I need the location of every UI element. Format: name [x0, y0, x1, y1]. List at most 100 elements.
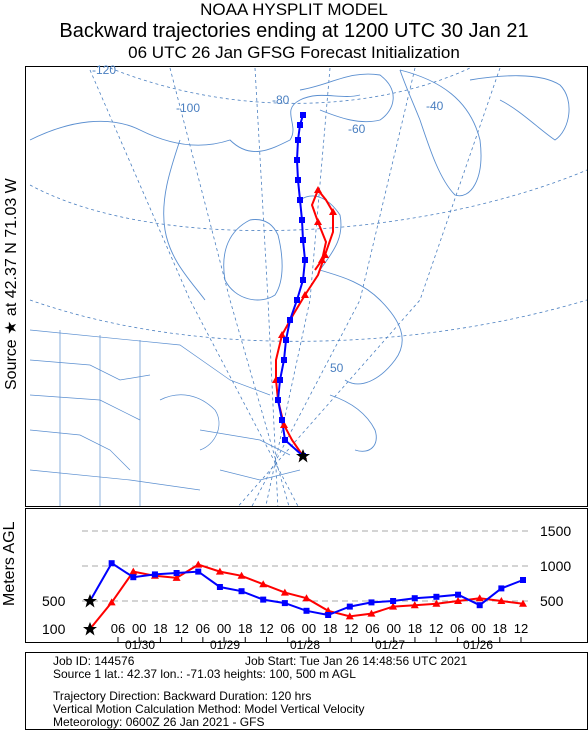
map-marker-100m [329, 208, 337, 215]
x-tick-label: 12 [259, 621, 273, 636]
political-boundaries [29, 329, 301, 506]
lon-label-40: -40 [426, 99, 444, 113]
map-marker-500m [287, 317, 293, 323]
series-point-100 [519, 599, 527, 607]
job-start: Job Start: Tue Jan 26 14:48:56 UTC 2021 [245, 654, 468, 668]
map-marker-100m [314, 186, 322, 193]
map-marker-100m [280, 421, 288, 428]
page-subtitle: 06 UTC 26 Jan GFSG Forecast Initializati… [128, 43, 460, 62]
series-point-100 [302, 594, 311, 602]
x-tick-label: 18 [153, 621, 167, 636]
x-tick-label: 06 [280, 621, 294, 636]
y-tick-left: 500 [42, 593, 66, 609]
map-marker-100m [321, 251, 329, 258]
start-star-icon [83, 594, 97, 608]
series-point-100 [432, 599, 441, 607]
x-tick-label: 06 [196, 621, 210, 636]
series-point-500 [368, 599, 375, 606]
map-marker-500m [281, 357, 287, 363]
map-marker-500m [294, 297, 300, 303]
chart-plot: 1500 1000 500 500 100 06 00 18 12 06 00 18 12 06 00 18 1… [42, 523, 571, 652]
meteorology: Meteorology: 0600Z 26 Jan 2021 - GFS [53, 715, 265, 729]
x-tick-label: 00 [387, 621, 401, 636]
source-info: Source 1 lat.: 42.37 lon.: -71.03 height… [53, 667, 356, 681]
x-tick-label: 06 [111, 621, 125, 636]
map-marker-500m [277, 377, 283, 383]
series-point-500 [173, 570, 180, 576]
x-tick-label: 12 [344, 621, 358, 636]
lat-label-50: 50 [330, 361, 344, 375]
series-point-100 [259, 580, 268, 588]
page-title: Backward trajectories ending at 1200 UTC… [59, 20, 529, 42]
series-point-100 [194, 560, 203, 568]
x-tick-label: 18 [493, 621, 507, 636]
x-tick-label: 12 [514, 621, 528, 636]
series-point-500 [455, 591, 462, 598]
job-id: Job ID: 144576 [53, 654, 135, 668]
series-point-100 [410, 601, 419, 609]
x-tick-label: 18 [323, 621, 337, 636]
series-point-500 [195, 568, 202, 575]
graticule [29, 67, 587, 506]
source-label: Source ★ at 42.37 N 71.03 W [3, 177, 20, 390]
map-marker-500m [295, 137, 301, 143]
y-tick-right: 1500 [540, 523, 571, 539]
series-point-500 [476, 602, 483, 609]
series-point-500 [151, 571, 158, 578]
x-date-label: 01/30 [125, 638, 155, 652]
series-point-100 [367, 609, 376, 617]
x-date-label: 01/27 [375, 638, 405, 652]
series-point-100 [107, 598, 116, 606]
x-date-label: 01/29 [210, 638, 240, 652]
map-marker-100m [301, 291, 309, 298]
start-star-icon [83, 622, 97, 636]
x-date-label: 01/26 [463, 638, 493, 652]
map-marker-100m [278, 331, 286, 338]
vertical-motion: Vertical Motion Calculation Method: Mode… [53, 702, 365, 716]
series-point-100 [172, 573, 181, 581]
series-point-500 [260, 596, 267, 603]
y-tick-right: 1000 [540, 558, 571, 574]
x-tick-label: 06 [450, 621, 464, 636]
x-tick-label: 18 [408, 621, 422, 636]
trajectory-direction: Trajectory Direction: Backward Duration:… [53, 689, 312, 703]
map-marker-500m [300, 112, 306, 118]
map-marker-500m [279, 417, 285, 423]
series-point-500 [325, 612, 332, 618]
y-axis-label: Meters AGL [1, 521, 18, 606]
map-marker-100m [314, 218, 322, 225]
map-marker-500m [300, 237, 306, 243]
series-point-500 [216, 584, 223, 590]
map-marker-500m [295, 177, 301, 183]
series-point-500 [390, 598, 397, 604]
lon-label-120: -120 [92, 63, 116, 77]
series-point-500 [281, 600, 288, 607]
series-point-100 [215, 567, 224, 575]
series-point-500 [238, 588, 245, 595]
model-name: NOAA HYSPLIT MODEL [200, 0, 388, 19]
map-marker-500m [300, 277, 306, 283]
series-point-500 [108, 560, 115, 567]
map-marker-500m [297, 122, 303, 128]
x-tick-label: 12 [174, 621, 188, 636]
series-point-500 [346, 603, 353, 610]
series-point-100 [345, 612, 354, 620]
series-point-100 [454, 597, 463, 604]
map-marker-500m [294, 157, 300, 163]
x-date-label: 01/28 [290, 638, 320, 652]
series-point-100 [497, 597, 506, 604]
series-point-500 [411, 595, 418, 602]
series-point-100 [389, 602, 398, 610]
x-tick-label: 12 [429, 621, 443, 636]
x-tick-label: 00 [217, 621, 231, 636]
series-point-500 [433, 593, 440, 600]
map-marker-500m [299, 217, 305, 223]
map-marker-500m [282, 437, 288, 443]
x-tick-label: 00 [471, 621, 485, 636]
series-point-500 [303, 607, 310, 614]
y-tick-right: 500 [540, 593, 564, 609]
lon-label-100: -100 [176, 101, 200, 115]
x-tick-label: 06 [365, 621, 379, 636]
